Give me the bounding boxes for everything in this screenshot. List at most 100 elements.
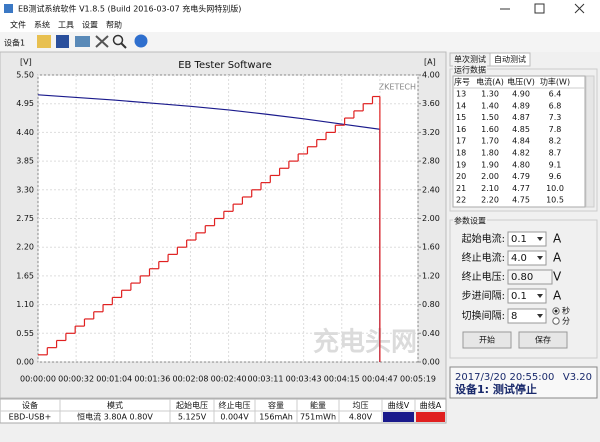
x-tick-label: 00:02:40 — [211, 375, 247, 384]
table-header: 电流(A) — [476, 77, 504, 87]
y-tick-label: 4.95 — [16, 99, 34, 108]
table-header: 功率(W) — [540, 77, 570, 87]
param-label: 步进间隔: — [462, 289, 505, 302]
param-combo[interactable] — [507, 231, 547, 247]
chart-title: EB Tester Software — [178, 60, 272, 71]
summary-cell: 恒电流 3.80A 0.80V — [77, 412, 153, 422]
param-label: 起始电流: — [462, 232, 505, 245]
menu-item[interactable]: 设置 — [82, 20, 98, 30]
curve-swatch[interactable] — [383, 412, 414, 422]
param-combo[interactable] — [507, 308, 547, 324]
scrollbar[interactable] — [585, 75, 595, 208]
param-value: 0.1 — [511, 291, 527, 302]
y2-tick-label: 0.40 — [422, 329, 440, 338]
table-cell: 4.87 — [512, 113, 530, 122]
table-header: 序号 — [454, 77, 470, 87]
param-combo[interactable] — [507, 288, 547, 304]
summary-cell: 751mWh — [300, 413, 336, 422]
status-state: 设备1: 测试停止 — [455, 382, 537, 396]
y2-tick-label: 1.60 — [422, 243, 440, 252]
button[interactable] — [462, 331, 512, 349]
tab-label: 单次测试 — [454, 54, 486, 64]
table-cell: 6.4 — [549, 90, 562, 99]
y2-axis-label: [A] — [424, 58, 436, 67]
table-cell: 6.8 — [549, 101, 562, 110]
x-tick-label: 00:02:08 — [173, 375, 209, 384]
combo-arrow — [537, 256, 543, 260]
y-tick-label: 4.40 — [16, 128, 34, 137]
summary-header: 曲线A — [420, 400, 442, 410]
image-icon[interactable] — [75, 36, 90, 47]
plot-layer: 0.00 0.55 1.10 1.65 2.20 2.75 3.30 3.85 4.40 4.95… — [16, 71, 440, 384]
table-cell: 7.8 — [549, 125, 562, 134]
y-axis-label: [V] — [20, 58, 32, 67]
table-cell: 4.80 — [512, 160, 530, 169]
param-label: 切换间隔: — [462, 309, 505, 322]
status-version: V3.20 — [563, 372, 592, 383]
x-tick-label: 00:03:43 — [286, 375, 322, 384]
search-icon-handle — [120, 42, 127, 49]
run-data-group — [449, 68, 598, 212]
menu-item[interactable]: 帮助 — [106, 20, 122, 30]
menu-bar — [0, 17, 600, 32]
app-icon — [4, 4, 13, 13]
curve-swatch[interactable] — [416, 412, 445, 422]
tab[interactable] — [489, 52, 531, 67]
y2-tick-label: 3.20 — [422, 128, 440, 137]
maximize-button[interactable] — [534, 3, 545, 14]
param-combo[interactable] — [507, 250, 547, 266]
table-cell: 4.77 — [512, 184, 530, 193]
y-tick-label: 5.50 — [16, 71, 34, 80]
table-cell: 1.90 — [481, 160, 499, 169]
info-icon[interactable] — [134, 34, 148, 48]
summary-cell: 4.80V — [349, 413, 373, 422]
y-tick-label: 3.85 — [16, 157, 34, 166]
site-watermark: 充电头网 — [313, 327, 417, 358]
status-time: 2017/3/20 20:55:00 — [455, 372, 554, 383]
title-bar — [0, 0, 600, 17]
y-tick-label: 0.00 — [16, 358, 34, 367]
menu-item[interactable]: 文件 — [10, 20, 26, 30]
table-cell: 10.0 — [546, 184, 564, 193]
param-value: 0.80 — [511, 272, 533, 283]
x-tick-label: 00:00:32 — [58, 375, 94, 384]
summary-header: 曲线V — [388, 400, 410, 410]
toolbar — [0, 32, 600, 52]
table-cell: 13 — [456, 90, 466, 99]
summary-header: 能量 — [310, 400, 326, 410]
table-cell: 1.70 — [481, 137, 499, 146]
param-label: 终止电压: — [462, 270, 505, 283]
tools-icon[interactable] — [95, 35, 109, 48]
x-tick-label: 00:01:04 — [96, 375, 132, 384]
table-cell: 8.2 — [549, 137, 562, 146]
y2-tick-label: 2.40 — [422, 185, 440, 194]
menu-item[interactable]: 系统 — [34, 20, 50, 30]
y2-tick-label: 0.00 — [422, 358, 440, 367]
button[interactable] — [518, 331, 568, 349]
radio-label: 分 — [562, 317, 570, 326]
tab-label: 自动测试 — [494, 54, 526, 64]
param-input[interactable] — [507, 269, 553, 285]
x-tick-label: 00:04:47 — [362, 375, 398, 384]
table-cell: 4.90 — [512, 90, 530, 99]
table-cell: 14 — [456, 101, 466, 110]
radio-button[interactable] — [552, 317, 560, 325]
search-icon[interactable] — [112, 34, 124, 46]
table-cell: 1.50 — [481, 113, 499, 122]
radio-label: 秒 — [562, 306, 570, 316]
y-tick-label: 2.75 — [16, 214, 34, 223]
menu-item[interactable]: 工具 — [58, 21, 74, 30]
x-tick-label: 00:00:00 — [20, 375, 56, 384]
y-tick-label: 1.10 — [16, 300, 34, 309]
save-icon[interactable] — [56, 35, 69, 48]
param-unit: A — [553, 289, 562, 303]
summary-header: 均压 — [353, 400, 369, 410]
table-cell: 9.1 — [549, 160, 562, 169]
close-button[interactable] — [574, 3, 585, 14]
table-cell: 21 — [456, 184, 466, 193]
summary-cell: 156mAh — [259, 413, 293, 422]
open-icon[interactable] — [37, 35, 51, 48]
table-cell: 4.82 — [512, 149, 530, 158]
summary-header: 终止电压 — [219, 400, 251, 410]
